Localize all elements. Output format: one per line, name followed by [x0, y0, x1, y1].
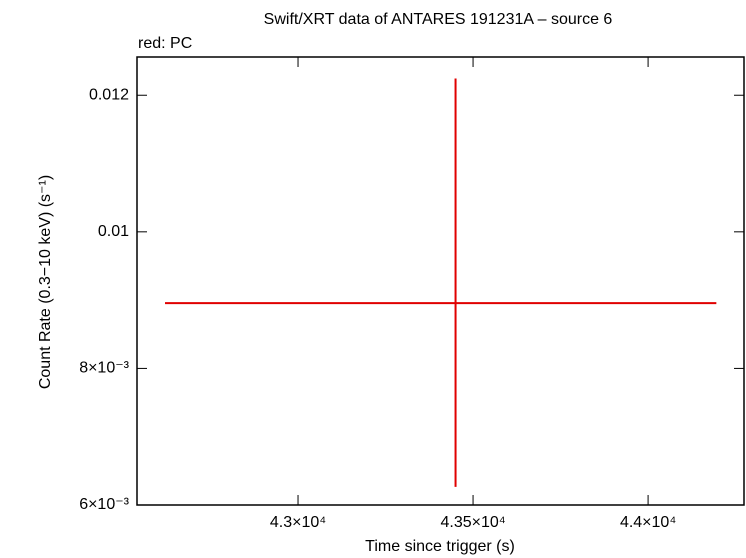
y-tick-label: 6×10⁻³ — [79, 496, 129, 513]
x-tick-label: 4.4×10⁴ — [620, 514, 676, 531]
y-tick-label: 0.01 — [98, 223, 129, 240]
y-tick-label: 0.012 — [89, 86, 129, 103]
x-axis-label: Time since trigger (s) — [365, 538, 515, 555]
chart-subtitle: red: PC — [138, 35, 192, 52]
plot-frame — [136, 56, 745, 506]
y-axis-label: Count Rate (0.3−10 keV) (s⁻¹) — [37, 175, 54, 389]
x-tick-label: 4.3×10⁴ — [270, 514, 326, 531]
x-tick-label: 4.35×10⁴ — [440, 514, 505, 531]
y-tick-label: 8×10⁻³ — [79, 360, 129, 377]
chart-title: Swift/XRT data of ANTARES 191231A – sour… — [264, 11, 613, 28]
